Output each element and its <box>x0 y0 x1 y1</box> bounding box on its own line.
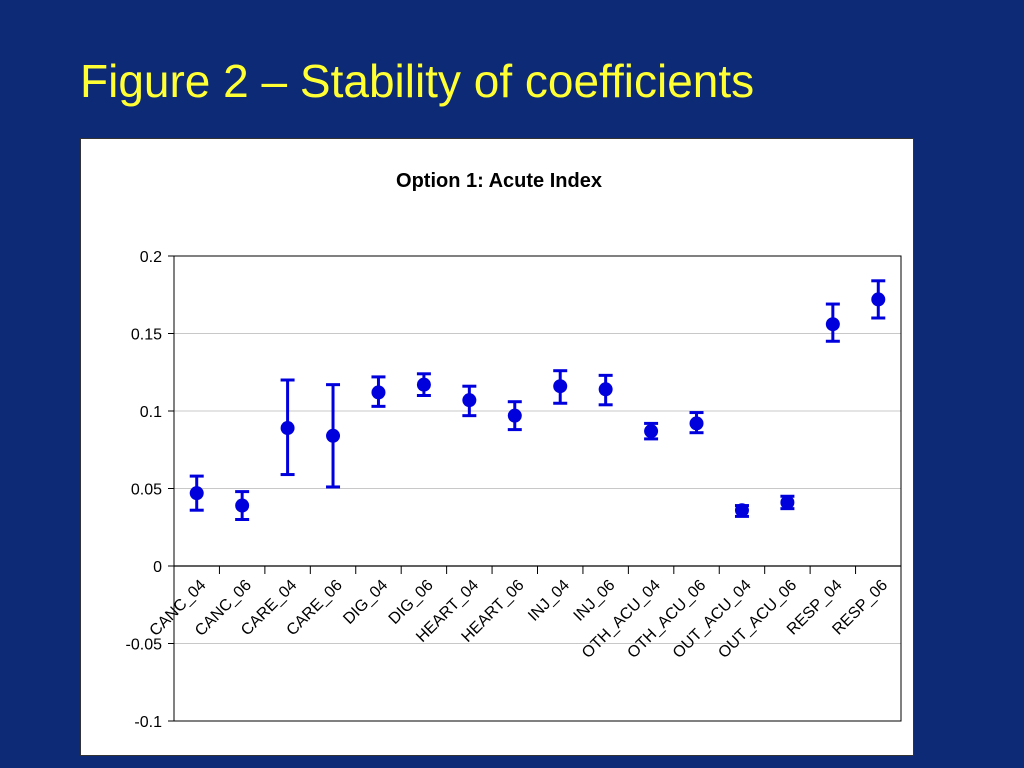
y-tick-label-2: 0.1 <box>140 404 162 421</box>
data-point-CANC_04 <box>189 486 204 501</box>
y-tick-label-5: -0.05 <box>126 637 163 654</box>
data-point-OTH_ACU_06 <box>689 416 704 431</box>
y-tick-label-0: 0.2 <box>140 249 162 266</box>
chart-frame: Option 1: Acute Index 0.2 0.15 0.1 0.05 0 -0.… <box>80 138 914 756</box>
chart-title: Option 1: Acute Index <box>396 170 602 192</box>
data-point-CANC_06 <box>235 498 250 513</box>
y-tick-label-1: 0.15 <box>131 327 162 344</box>
x-tick-label-INJ_04: INJ_04 <box>525 577 573 625</box>
error-bar-chart: Option 1: Acute Index 0.2 0.15 0.1 0.05 0 -0.… <box>126 170 902 731</box>
data-point-DIG_04 <box>371 385 386 400</box>
slide-title: Figure 2 – Stability of coefficients <box>80 55 755 107</box>
data-point-INJ_04 <box>553 379 568 394</box>
x-tick-label-DIG_04: DIG_04 <box>340 577 391 628</box>
data-point-CARE_04 <box>280 421 295 436</box>
data-point-RESP_04 <box>825 317 840 332</box>
data-point-CARE_06 <box>326 428 341 443</box>
data-point-RESP_06 <box>871 292 886 307</box>
x-tick-label-OUT_ACU_04: OUT_ACU_04 <box>670 577 755 662</box>
y-tick-label-6: -0.1 <box>134 714 162 731</box>
data-point-DIG_06 <box>416 377 431 392</box>
y-tick-label-3: 0.05 <box>131 482 162 499</box>
data-point-HEART_04 <box>462 393 477 408</box>
x-tick-label-OTH_ACU_04: OTH_ACU_04 <box>579 577 664 662</box>
y-tick-label-4: 0 <box>153 559 162 576</box>
data-point-INJ_06 <box>598 382 613 397</box>
data-point-OTH_ACU_04 <box>644 424 659 439</box>
data-point-OUT_ACU_04 <box>734 503 749 518</box>
x-tick-label-OUT_ACU_06: OUT_ACU_06 <box>715 577 800 662</box>
data-point-HEART_06 <box>507 408 522 423</box>
x-tick-label-OTH_ACU_06: OTH_ACU_06 <box>624 577 709 662</box>
data-point-OUT_ACU_06 <box>780 495 795 510</box>
